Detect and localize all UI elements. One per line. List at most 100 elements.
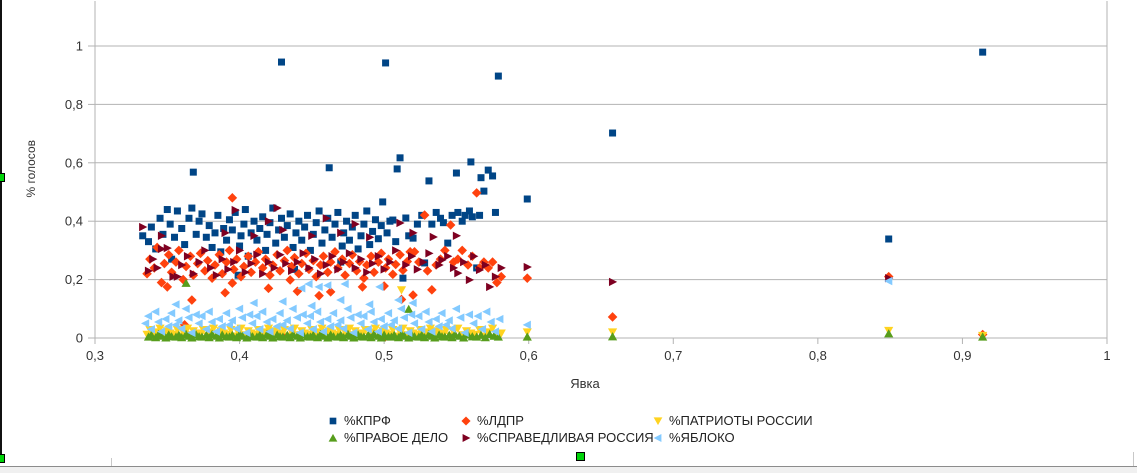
data-point — [298, 310, 307, 319]
legend-item-spravedlivaya[interactable]: %СПРАВЕДЛИВАЯ РОССИЯ — [460, 430, 654, 445]
x-tick-label: 0,5 — [375, 348, 393, 363]
data-point — [157, 244, 167, 254]
data-point — [155, 324, 165, 333]
data-point — [171, 320, 180, 330]
data-point — [263, 230, 271, 238]
data-point — [181, 304, 190, 313]
data-point — [491, 272, 501, 281]
data-point — [307, 301, 316, 311]
data-point — [282, 245, 293, 256]
legend-label-yabloko: %ЯБЛОКО — [669, 430, 735, 445]
data-point — [522, 273, 533, 283]
legend-item-patrioty[interactable]: %ПАТРИОТЫ РОССИИ — [652, 413, 813, 428]
data-point — [383, 229, 391, 237]
data-point — [392, 246, 401, 255]
data-point — [265, 270, 275, 281]
data-point — [444, 252, 453, 261]
selection-handle-left[interactable] — [0, 173, 5, 182]
data-point — [328, 308, 338, 318]
data-point — [396, 218, 405, 228]
data-point — [315, 317, 325, 327]
legend-item-pravoe-delo[interactable]: %ПРАВОЕ ДЕЛО — [327, 430, 448, 445]
data-point — [380, 265, 389, 274]
data-point — [392, 238, 400, 246]
data-point — [379, 322, 388, 331]
data-point — [414, 257, 424, 267]
data-point — [609, 129, 617, 137]
data-point — [224, 320, 234, 330]
data-point — [369, 227, 377, 235]
selection-handle-bottom-center[interactable] — [576, 452, 585, 461]
data-point — [164, 322, 173, 331]
data-point — [283, 222, 291, 230]
data-point — [459, 333, 469, 342]
data-point — [234, 304, 244, 313]
data-point — [181, 278, 191, 287]
data-point — [321, 226, 329, 234]
data-point — [237, 313, 247, 322]
data-point — [258, 307, 267, 316]
data-point — [349, 328, 358, 337]
data-point — [470, 330, 480, 339]
data-point — [428, 220, 436, 228]
y-tick-label: 1 — [76, 39, 83, 54]
legend-item-kprf[interactable]: %КПРФ — [327, 413, 391, 428]
data-point — [166, 220, 174, 228]
data-point — [247, 319, 257, 328]
selection-handle-bottom-left[interactable] — [0, 454, 5, 463]
data-point — [460, 328, 469, 337]
data-point — [177, 333, 187, 342]
data-point — [188, 204, 196, 212]
data-point — [195, 217, 203, 225]
data-point — [357, 282, 368, 292]
data-point — [354, 245, 362, 253]
data-point — [369, 317, 378, 327]
data-point — [978, 332, 988, 341]
series-%ПРАВОЕ ДЕЛО — [143, 278, 988, 342]
data-point — [264, 217, 274, 226]
data-point — [208, 324, 219, 333]
data-point — [197, 311, 206, 321]
data-point — [370, 324, 381, 333]
data-point — [232, 324, 241, 333]
legend-label-patrioty: %ПАТРИОТЫ РОССИИ — [669, 413, 813, 428]
data-point — [315, 207, 323, 215]
data-point — [194, 319, 203, 328]
data-point — [366, 307, 375, 316]
data-point — [183, 252, 193, 261]
data-point — [454, 208, 462, 216]
data-point — [311, 271, 321, 282]
legend-item-yabloko[interactable]: %ЯБЛОКО — [652, 430, 735, 445]
data-point — [313, 307, 322, 316]
data-point — [205, 222, 213, 230]
data-point — [207, 263, 216, 273]
data-point — [237, 232, 245, 240]
series-%ЯБЛОКО — [141, 276, 893, 337]
data-point — [185, 214, 193, 222]
data-point — [282, 316, 291, 325]
data-point — [312, 219, 320, 227]
x-tick-label: 1 — [1103, 348, 1110, 363]
data-point — [452, 169, 460, 177]
data-point — [979, 48, 987, 56]
data-point — [228, 264, 239, 275]
data-point — [334, 208, 342, 216]
data-point — [425, 324, 436, 333]
data-point — [325, 257, 336, 267]
data-point — [250, 231, 259, 240]
data-point — [884, 329, 894, 338]
data-point — [366, 233, 375, 242]
data-point — [314, 282, 323, 292]
data-point — [273, 203, 282, 213]
data-point — [360, 220, 368, 228]
data-point — [153, 263, 162, 273]
data-point — [276, 250, 285, 259]
legend-item-ldpr[interactable]: %ЛДПР — [460, 413, 524, 428]
data-point — [470, 252, 479, 261]
data-point — [171, 257, 181, 267]
data-point — [480, 187, 488, 195]
data-point — [357, 254, 366, 264]
data-point — [143, 311, 153, 321]
data-point — [240, 220, 248, 228]
